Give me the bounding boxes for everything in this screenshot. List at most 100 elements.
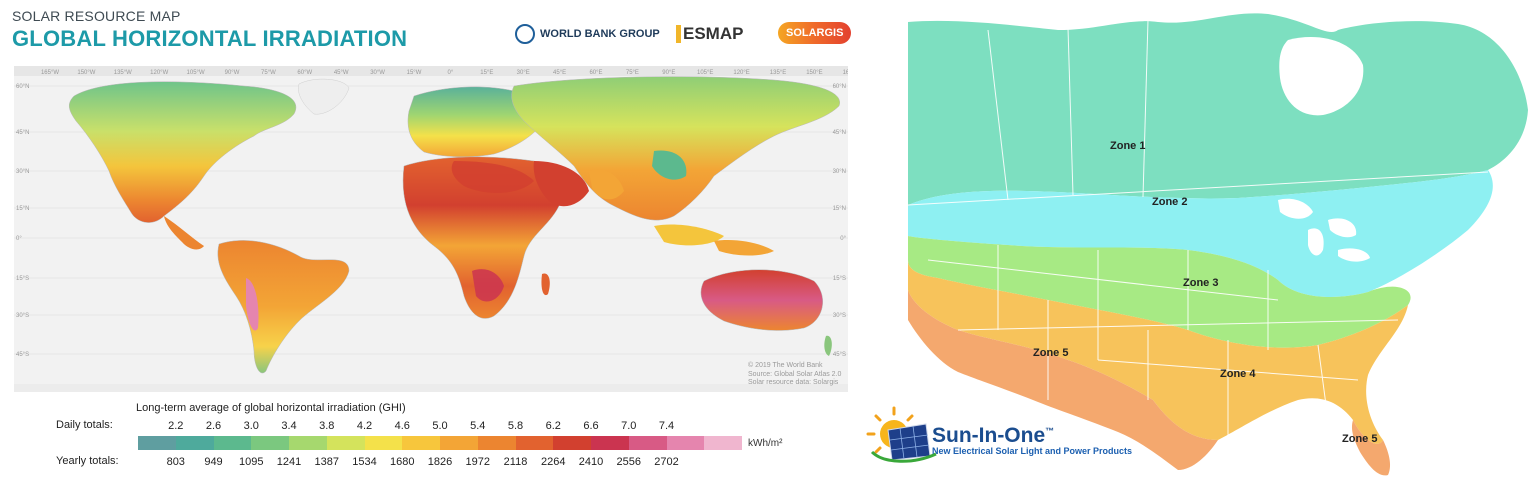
legend-swatch [289, 436, 327, 450]
legend-daily-ticks: 2.2 2.6 3.0 3.4 3.8 4.2 4.6 5.0 5.4 5.8 6.2 6.6 7.0 7… [138, 420, 742, 432]
world-irradiation-map: 165°W 150°W 135°W 120°W 105°W 90°W 75°W 60°W 45°… [14, 66, 848, 392]
latitude-label: 60°N [833, 84, 846, 90]
legend-daily-tick: 5.8 [507, 420, 524, 432]
legend-yearly-tick: 803 [166, 456, 185, 468]
legend-title: Long-term average of global horizontal i… [136, 402, 406, 414]
longitude-label: 105°E [697, 70, 713, 76]
brand-tagline: New Electrical Solar Light and Power Pro… [932, 446, 1133, 456]
latitude-label: 45°S [16, 352, 29, 358]
legend-daily-tick: 5.4 [470, 420, 486, 432]
legend-swatch [666, 436, 705, 450]
longitude-label: 90°E [662, 70, 675, 76]
zone5-florida-region [1351, 420, 1391, 476]
longitude-label: 45°W [334, 70, 349, 76]
latitude-label: 0° [840, 236, 846, 242]
esmap-logo-text: ESMAP [683, 24, 744, 43]
legend-daily-tick: 6.2 [545, 420, 561, 432]
legend-daily-tick: 3.4 [281, 420, 297, 432]
legend-yearly-tick: 2410 [578, 456, 604, 468]
longitude-label: 60°E [589, 70, 602, 76]
legend-daily-tick: 3.8 [319, 420, 335, 432]
legend-swatch [402, 436, 440, 450]
longitude-label: 150°W [77, 70, 95, 76]
brand-name-text: Sun-In-One [932, 424, 1046, 447]
legend-swatch [591, 436, 629, 450]
solar-zone-map-panel: Zone 1 Zone 2 Zone 3 Zone 4 Zone 5 Zone … [898, 0, 1536, 486]
legend-yearly-tick: 2702 [654, 456, 679, 468]
map-title: GLOBAL HORIZONTAL IRRADIATION [12, 26, 408, 51]
legend-swatch [364, 436, 403, 450]
zone3-label: Zone 3 [1183, 277, 1219, 289]
legend-swatch [138, 436, 176, 450]
brand-tm: ™ [1045, 426, 1055, 436]
longitude-label: 90°W [225, 70, 240, 76]
zone1-label: Zone 1 [1110, 140, 1146, 152]
latitude-label: 15°S [833, 276, 846, 282]
zone4-label: Zone 4 [1220, 368, 1256, 380]
legend-daily-tick: 2.6 [205, 420, 222, 432]
longitude-label: 120°W [150, 70, 168, 76]
latitude-label: 15°N [833, 206, 846, 212]
globe-icon [515, 24, 535, 44]
esmap-logo: ESMAP [676, 24, 743, 44]
longitude-label: 30°W [370, 70, 385, 76]
legend-yearly-tick: 1972 [465, 456, 490, 468]
zone2-label: Zone 2 [1152, 196, 1188, 208]
latitude-label: 15°N [16, 206, 29, 212]
legend-yearly-tick: 1095 [239, 456, 264, 468]
solar-panel-icon [887, 423, 931, 461]
longitude-label: 45°E [553, 70, 566, 76]
latitude-label: 30°N [16, 169, 29, 175]
legend-daily-label: Daily totals: [56, 419, 113, 431]
longitude-label: 165°E [843, 70, 848, 76]
legend-swatch [326, 436, 365, 450]
legend-swatch [251, 436, 289, 450]
esmap-bar-icon [676, 25, 681, 43]
legend-daily-tick: 5.0 [432, 420, 448, 432]
legend-color-bar [138, 436, 742, 450]
world-bank-logo-text: WORLD BANK GROUP [540, 28, 660, 40]
latitude-label: 0° [16, 236, 22, 242]
north-america-zone-map [907, 13, 1528, 476]
credit-line-2: Source: Global Solar Atlas 2.0 [748, 370, 842, 378]
longitude-label: 135°E [770, 70, 786, 76]
legend-swatch [477, 436, 516, 450]
legend-swatch [213, 436, 252, 450]
solar-resource-map-panel: SOLAR RESOURCE MAP GLOBAL HORIZONTAL IRR… [12, 8, 852, 468]
legend-yearly-tick: 949 [204, 456, 223, 468]
longitude-label: 105°W [187, 70, 205, 76]
credit-line-3: Solar resource data: Solargis [748, 379, 839, 386]
legend-unit: kWh/m² [748, 438, 783, 449]
legend-yearly-tick: 1680 [390, 456, 415, 468]
zone1-region [908, 13, 1528, 206]
world-bank-logo: WORLD BANK GROUP [515, 24, 660, 44]
legend-swatch [628, 436, 667, 450]
legend-yearly-label: Yearly totals: [56, 455, 119, 467]
sun-in-one-logo [866, 406, 937, 463]
zone2-region [908, 170, 1493, 297]
zone5-region [908, 290, 1218, 470]
credit-line-1: © 2019 The World Bank [748, 362, 823, 369]
solargis-logo-text: SOLARGIS [786, 27, 844, 39]
zone5-label: Zone 5 [1033, 347, 1069, 359]
map-subtitle: SOLAR RESOURCE MAP [12, 8, 181, 24]
map-credits: © 2019 The World Bank Source: Global Sol… [748, 362, 841, 388]
legend-daily-tick: 6.6 [583, 420, 599, 432]
latitude-label: 30°S [833, 313, 846, 319]
legend-yearly-tick: 1241 [276, 456, 302, 468]
legend-daily-tick: 3.0 [243, 420, 259, 432]
zone3-region [908, 236, 1411, 348]
longitude-label: 60°W [297, 70, 312, 76]
legend-yearly-tick: 1534 [352, 456, 377, 468]
legend-swatch [175, 436, 214, 450]
legend-daily-tick: 2.2 [168, 420, 184, 432]
longitude-label: 15°E [480, 70, 493, 76]
longitude-label: 15°W [407, 70, 422, 76]
legend-yearly-tick: 2556 [616, 456, 641, 468]
longitude-label: 75°E [626, 70, 639, 76]
legend-yearly-tick: 2264 [541, 456, 566, 468]
longitude-label: 30°E [517, 70, 530, 76]
longitude-label: 120°E [733, 70, 749, 76]
longitude-label: 165°W [41, 70, 59, 76]
brand-name: Sun-In-One™ [932, 424, 1054, 448]
